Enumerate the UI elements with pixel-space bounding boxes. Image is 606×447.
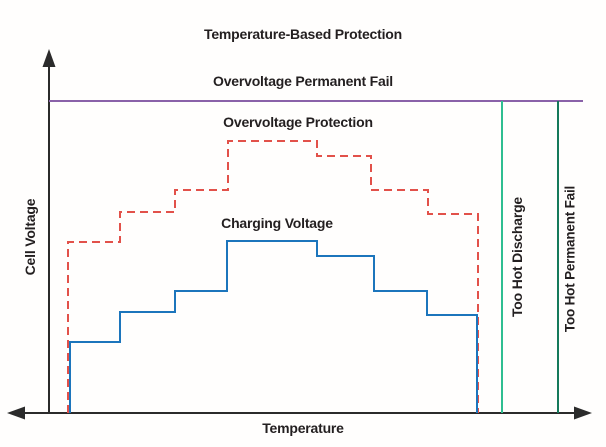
overvoltage-permanent-fail-label: Overvoltage Permanent Fail [213, 73, 393, 89]
series-charging-voltage [69, 240, 478, 413]
overvoltage-protection-label: Overvoltage Protection [223, 114, 373, 130]
too-hot-permanent-fail-label: Too Hot Permanent Fail [562, 185, 578, 333]
y-axis-arrow-icon [42, 49, 56, 67]
x-axis-right-arrow-icon [574, 406, 592, 420]
too-hot-discharge-label: Too Hot Discharge [509, 196, 525, 318]
x-axis-label: Temperature [262, 420, 344, 436]
series-overvoltage-protection [67, 140, 479, 413]
y-axis-label: Cell Voltage [22, 198, 38, 276]
charging-voltage-label: Charging Voltage [221, 215, 333, 231]
chart-title: Temperature-Based Protection [204, 26, 402, 42]
x-axis-left-arrow-icon [7, 406, 25, 420]
